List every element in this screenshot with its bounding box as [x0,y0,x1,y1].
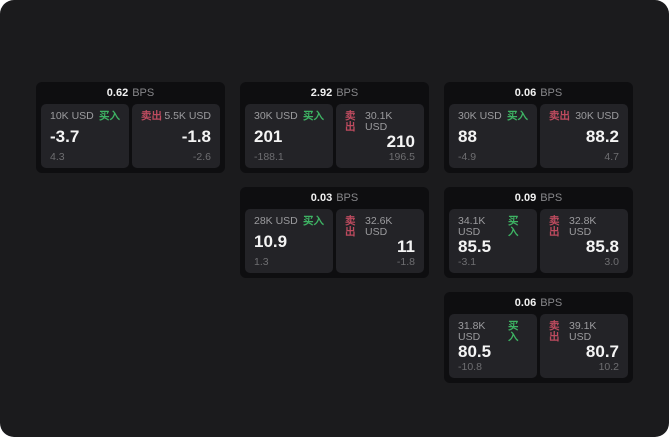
card-header: 0.62 BPS [36,82,225,104]
sell-panel[interactable]: 卖出 30K USD 88.2 4.7 [540,104,628,168]
bps-unit-label: BPS [540,86,563,99]
buy-price: 80.5 [458,342,492,362]
sell-amount: 30.1K USD [364,110,393,133]
sell-amount: 32.6K USD [364,215,393,238]
sell-label: 卖出 [549,110,570,122]
buy-amount: 28K USD [254,215,298,227]
sell-panel[interactable]: 卖出 30.1K USD 210 196.5 [336,104,424,168]
buy-label: 买入 [303,215,324,227]
sell-label: 卖出 [549,215,560,238]
buy-panel[interactable]: 30K USD 买入 88 -4.9 [449,104,537,168]
buy-sub-value: -188.1 [254,150,284,163]
card-header: 2.92 BPS [240,82,429,104]
buy-amount: 30K USD [458,110,502,122]
buy-amount: 31.8K USD [458,320,486,343]
buy-panel[interactable]: 34.1K USD 买入 85.5 -3.1 [449,209,537,273]
buy-sub-value: 4.3 [50,150,65,163]
sell-price: -1.8 [181,127,211,146]
sell-sub-value: 196.5 [388,150,415,163]
buy-label: 买入 [508,215,519,238]
buy-panel[interactable]: 28K USD 买入 10.9 1.3 [245,209,333,273]
buy-price: -3.7 [50,127,80,146]
buy-label: 买入 [303,110,324,122]
buy-label: 买入 [99,110,120,122]
card-header: 0.06 BPS [444,292,633,314]
buy-price: 88 [458,127,477,146]
buy-price: 10.9 [254,232,288,251]
sell-price: 210 [386,132,415,152]
bps-unit-label: BPS [540,191,563,204]
buy-panel[interactable]: 10K USD 买入 -3.7 4.3 [41,104,129,168]
quote-card: 0.09 BPS 34.1K USD 买入 85.5 -3.1 卖出 32.8K… [444,187,633,278]
card-header: 0.03 BPS [240,187,429,209]
sell-label: 卖出 [345,215,356,238]
quote-card: 2.92 BPS 30K USD 买入 201 -188.1 卖出 30.1K … [240,82,429,173]
buy-price: 201 [254,127,283,146]
quote-card: 0.06 BPS 31.8K USD 买入 80.5 -10.8 卖出 39.1… [444,292,633,383]
buy-panel[interactable]: 30K USD 买入 201 -188.1 [245,104,333,168]
sell-price: 80.7 [585,342,619,362]
bps-unit-label: BPS [336,86,359,99]
sell-amount: 5.5K USD [164,110,211,122]
sell-label: 卖出 [141,110,162,122]
bps-value: 0.06 [514,296,537,309]
quote-card: 0.62 BPS 10K USD 买入 -3.7 4.3 卖出 5.5K USD… [36,82,225,173]
bps-unit-label: BPS [336,191,359,204]
sell-price: 88.2 [585,127,619,146]
buy-label: 买入 [507,110,528,122]
bps-value: 2.92 [310,86,333,99]
bps-unit-label: BPS [132,86,155,99]
sell-amount: 32.8K USD [568,215,597,238]
card-header: 0.09 BPS [444,187,633,209]
quote-card: 0.03 BPS 28K USD 买入 10.9 1.3 卖出 32.6K US… [240,187,429,278]
buy-panel[interactable]: 31.8K USD 买入 80.5 -10.8 [449,314,537,378]
sell-sub-value: 4.7 [604,150,619,163]
buy-amount: 10K USD [50,110,94,122]
buy-sub-value: -3.1 [458,255,477,268]
sell-panel[interactable]: 卖出 39.1K USD 80.7 10.2 [540,314,628,378]
buy-sub-value: -10.8 [458,360,482,373]
bps-value: 0.03 [310,191,333,204]
buy-price: 85.5 [458,237,492,257]
sell-panel[interactable]: 卖出 32.6K USD 11 -1.8 [336,209,424,273]
buy-label: 买入 [508,320,519,343]
sell-price: 85.8 [585,237,619,257]
sell-label: 卖出 [549,320,560,343]
bps-value: 0.06 [514,86,537,99]
quote-card: 0.06 BPS 30K USD 买入 88 -4.9 卖出 30K USD 8… [444,82,633,173]
buy-sub-value: 1.3 [254,255,269,268]
sell-panel[interactable]: 卖出 5.5K USD -1.8 -2.6 [132,104,220,168]
bps-value: 0.62 [106,86,129,99]
sell-panel[interactable]: 卖出 32.8K USD 85.8 3.0 [540,209,628,273]
sell-amount: 30K USD [575,110,619,122]
sell-sub-value: 3.0 [604,255,619,268]
sell-amount: 39.1K USD [568,320,597,343]
card-header: 0.06 BPS [444,82,633,104]
sell-label: 卖出 [345,110,356,133]
buy-amount: 34.1K USD [458,215,486,238]
sell-sub-value: -2.6 [192,150,211,163]
sell-sub-value: -1.8 [396,255,415,268]
bps-value: 0.09 [514,191,537,204]
buy-amount: 30K USD [254,110,298,122]
sell-sub-value: 10.2 [598,360,619,373]
sell-price: 11 [397,237,415,257]
buy-sub-value: -4.9 [458,150,477,163]
bps-unit-label: BPS [540,296,563,309]
